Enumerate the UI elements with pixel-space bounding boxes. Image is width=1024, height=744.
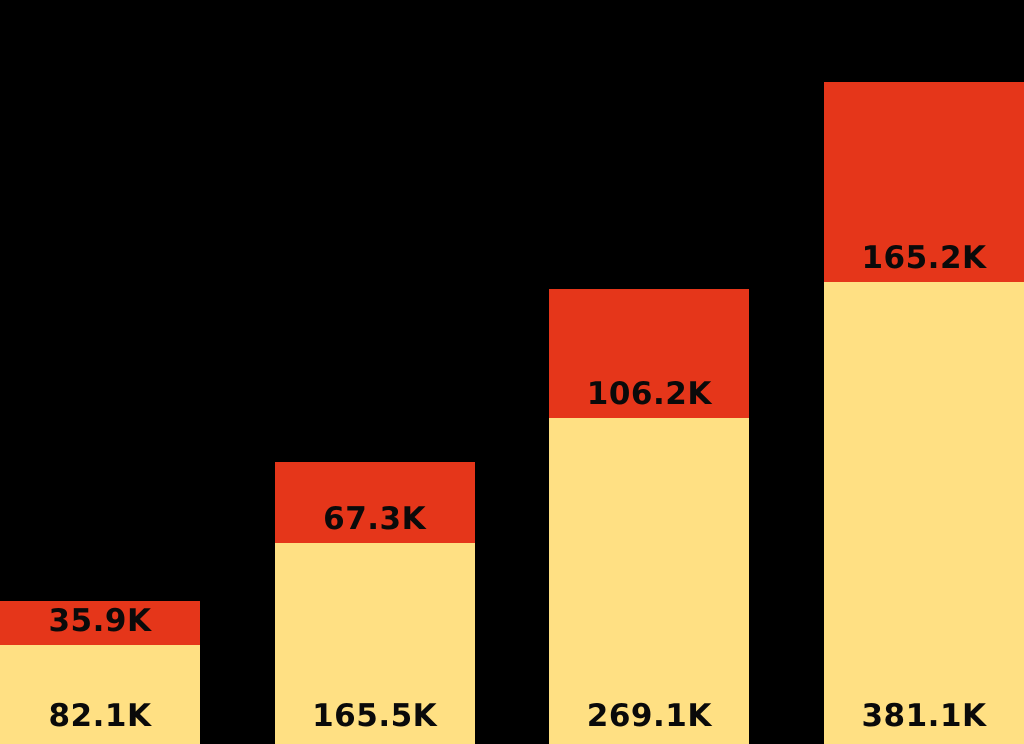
bar-segment-top: 67.3K: [274, 461, 475, 544]
bar-segment-bottom: 82.1K: [0, 644, 200, 744]
bar: 269.1K 106.2K: [549, 289, 750, 744]
bar-segment-top: 106.2K: [549, 289, 750, 418]
bar-segment-bottom: 269.1K: [549, 417, 750, 744]
segment-value-label: 67.3K: [323, 501, 427, 538]
bar-segment-bottom: 381.1K: [824, 282, 1024, 744]
segment-value-label: 165.2K: [861, 240, 987, 277]
segment-value-label: 35.9K: [48, 602, 152, 639]
segment-value-label: 106.2K: [586, 375, 712, 412]
segment-value-label: 165.5K: [312, 698, 438, 734]
segment-value-label: 381.1K: [861, 698, 987, 734]
bar-segment-bottom: 165.5K: [274, 543, 475, 744]
bar-segment-top: 165.2K: [824, 82, 1024, 283]
segment-value-label: 269.1K: [586, 698, 712, 734]
bar: 82.1K 35.9K: [0, 601, 200, 744]
bar: 381.1K 165.2K: [824, 82, 1024, 744]
segment-value-label: 82.1K: [48, 698, 152, 734]
bar: 165.5K 67.3K: [274, 461, 475, 744]
bar-segment-top: 35.9K: [0, 601, 200, 645]
